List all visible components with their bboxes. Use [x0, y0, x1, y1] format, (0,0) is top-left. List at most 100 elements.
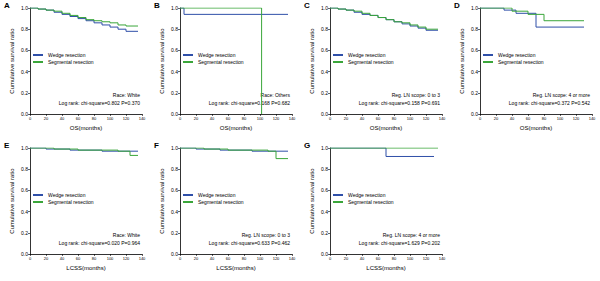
svg-text:1.0: 1.0: [321, 145, 328, 151]
svg-text:0.6: 0.6: [21, 47, 28, 53]
svg-text:Race: Others: Race: Others: [261, 92, 291, 98]
svg-text:80: 80: [392, 116, 397, 121]
svg-text:0.8: 0.8: [21, 166, 28, 172]
svg-text:0.6: 0.6: [321, 187, 328, 193]
svg-text:0.4: 0.4: [171, 209, 178, 215]
svg-text:0.4: 0.4: [21, 209, 28, 215]
svg-text:140: 140: [139, 116, 146, 121]
svg-text:Cumulative survival ratio: Cumulative survival ratio: [159, 28, 165, 94]
svg-text:Wedge resection: Wedge resection: [348, 192, 386, 198]
svg-text:0.2: 0.2: [321, 90, 328, 96]
svg-text:Wedge resection: Wedge resection: [498, 52, 536, 58]
svg-text:0.8: 0.8: [171, 26, 178, 32]
svg-text:80: 80: [92, 116, 97, 121]
svg-text:120: 120: [423, 256, 430, 261]
svg-text:120: 120: [573, 116, 580, 121]
svg-text:Segmental resection: Segmental resection: [48, 199, 94, 205]
svg-text:LCSS(months): LCSS(months): [66, 265, 105, 271]
svg-text:Segmental resection: Segmental resection: [498, 59, 544, 65]
svg-text:OS(months): OS(months): [520, 125, 552, 131]
svg-text:Segmental resection: Segmental resection: [348, 199, 394, 205]
svg-text:140: 140: [589, 116, 596, 121]
svg-text:0.8: 0.8: [21, 26, 28, 32]
svg-text:40: 40: [360, 256, 365, 261]
svg-text:120: 120: [423, 116, 430, 121]
svg-text:80: 80: [242, 116, 247, 121]
svg-text:Cumulative survival ratio: Cumulative survival ratio: [159, 168, 165, 234]
svg-text:100: 100: [107, 116, 114, 121]
svg-text:100: 100: [557, 116, 564, 121]
svg-text:0.8: 0.8: [321, 166, 328, 172]
svg-text:40: 40: [360, 116, 365, 121]
svg-text:0.8: 0.8: [471, 26, 478, 32]
svg-text:0.8: 0.8: [321, 26, 328, 32]
svg-text:Cumulative survival ratio: Cumulative survival ratio: [459, 28, 465, 94]
svg-text:60: 60: [376, 256, 381, 261]
svg-text:0.8: 0.8: [171, 166, 178, 172]
svg-text:Wedge resection: Wedge resection: [348, 52, 386, 58]
svg-text:20: 20: [194, 256, 199, 261]
svg-text:0: 0: [329, 256, 332, 261]
svg-text:Race: White: Race: White: [113, 92, 140, 98]
svg-text:140: 140: [439, 116, 446, 121]
svg-text:0.2: 0.2: [471, 90, 478, 96]
svg-text:1.0: 1.0: [21, 5, 28, 11]
svg-text:Cumulative survival ratio: Cumulative survival ratio: [9, 168, 15, 234]
svg-text:0.4: 0.4: [321, 209, 328, 215]
svg-text:0.6: 0.6: [171, 47, 178, 53]
svg-text:120: 120: [123, 116, 130, 121]
svg-text:Wedge resection: Wedge resection: [48, 192, 86, 198]
svg-text:140: 140: [289, 116, 296, 121]
svg-text:D: D: [454, 1, 460, 10]
svg-text:40: 40: [210, 116, 215, 121]
svg-text:0.2: 0.2: [171, 90, 178, 96]
svg-text:20: 20: [344, 256, 349, 261]
svg-text:1.0: 1.0: [321, 5, 328, 11]
svg-text:120: 120: [273, 256, 280, 261]
svg-text:Wedge resection: Wedge resection: [198, 192, 236, 198]
svg-text:LCSS(months): LCSS(months): [366, 265, 405, 271]
svg-text:Race: White: Race: White: [113, 232, 140, 238]
svg-text:Segmental resection: Segmental resection: [48, 59, 94, 65]
svg-text:140: 140: [439, 256, 446, 261]
svg-text:0.2: 0.2: [21, 230, 28, 236]
svg-text:0: 0: [179, 256, 182, 261]
svg-text:0: 0: [29, 256, 32, 261]
svg-text:100: 100: [107, 256, 114, 261]
svg-text:Log rank: chi-square=0.020 P=0: Log rank: chi-square=0.020 P=0.964: [59, 240, 140, 246]
svg-text:Cumulative survival ratio: Cumulative survival ratio: [9, 28, 15, 94]
svg-text:20: 20: [344, 116, 349, 121]
svg-text:120: 120: [123, 256, 130, 261]
svg-text:Log rank: chi-square=0.633 P=0: Log rank: chi-square=0.633 P=0.462: [209, 240, 290, 246]
svg-text:0.2: 0.2: [171, 230, 178, 236]
svg-text:G: G: [304, 141, 310, 150]
svg-text:60: 60: [526, 116, 531, 121]
svg-text:0.4: 0.4: [21, 69, 28, 75]
svg-text:40: 40: [60, 116, 65, 121]
svg-text:0.0: 0.0: [321, 111, 328, 117]
svg-text:Segmental resection: Segmental resection: [198, 199, 244, 205]
svg-text:0.6: 0.6: [171, 187, 178, 193]
svg-text:1.0: 1.0: [21, 145, 28, 151]
svg-text:100: 100: [407, 116, 414, 121]
svg-text:20: 20: [494, 116, 499, 121]
svg-text:1.0: 1.0: [471, 5, 478, 11]
svg-text:140: 140: [289, 256, 296, 261]
svg-text:0.2: 0.2: [21, 90, 28, 96]
svg-text:120: 120: [273, 116, 280, 121]
svg-text:Log rank: chi-square=0.372 P=0: Log rank: chi-square=0.372 P=0.542: [509, 100, 590, 106]
svg-text:60: 60: [226, 116, 231, 121]
svg-text:0.0: 0.0: [321, 251, 328, 257]
svg-text:A: A: [4, 1, 10, 10]
svg-text:0.0: 0.0: [171, 111, 178, 117]
svg-text:OS(months): OS(months): [220, 125, 252, 131]
svg-text:0.4: 0.4: [471, 69, 478, 75]
svg-text:0: 0: [179, 116, 182, 121]
svg-text:0.6: 0.6: [471, 47, 478, 53]
svg-text:0: 0: [329, 116, 332, 121]
svg-text:60: 60: [226, 256, 231, 261]
svg-text:Log rank: chi-square=0.158 P=0: Log rank: chi-square=0.158 P=0.691: [359, 100, 440, 106]
svg-text:1.0: 1.0: [171, 5, 178, 11]
svg-text:Reg. LN scope: 0 to 3: Reg. LN scope: 0 to 3: [242, 232, 291, 238]
svg-text:40: 40: [510, 116, 515, 121]
